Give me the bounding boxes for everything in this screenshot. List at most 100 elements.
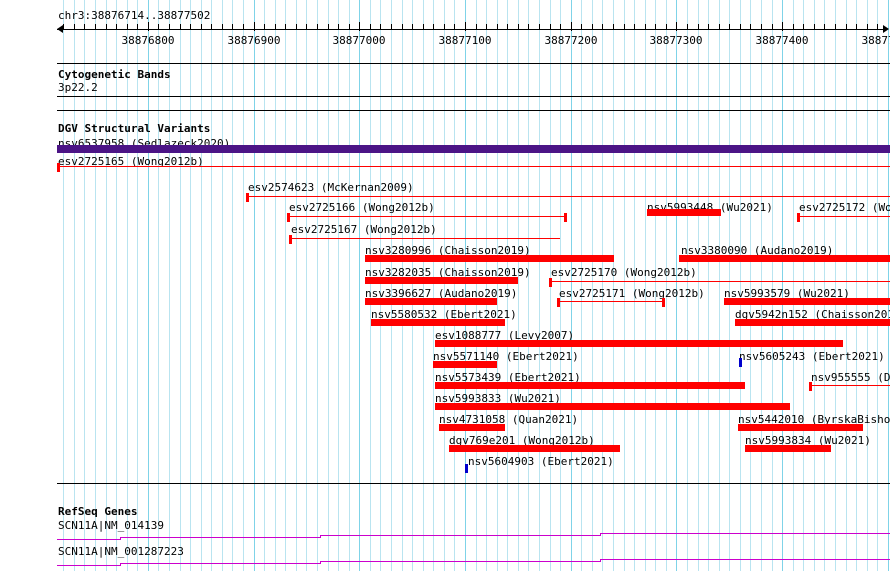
variant-label[interactable]: esv2574623 (McKernan2009)	[248, 181, 414, 194]
variant-label[interactable]: esv2725172 (Wong	[799, 201, 890, 214]
variant-label[interactable]: dgv769e201 (Wong2012b)	[449, 434, 595, 447]
variant-label[interactable]: nsv3396627 (Audano2019)	[365, 287, 518, 300]
variant-line-body	[246, 196, 890, 197]
ruler-tick	[180, 24, 181, 30]
variant-label[interactable]: nsv5993579 (Wu2021)	[724, 287, 850, 300]
variant-label[interactable]: esv1088777 (Levy2007)	[435, 329, 575, 342]
variant-line[interactable]	[557, 298, 665, 307]
variant-label[interactable]: nsv5993833 (Wu2021)	[435, 392, 561, 405]
ruler-tick	[560, 24, 561, 30]
ruler-tick	[402, 24, 403, 30]
gene-intron-line[interactable]	[320, 561, 440, 562]
variant-line[interactable]	[246, 193, 890, 202]
variant-bar[interactable]	[435, 340, 843, 347]
right-arrow-icon[interactable]	[883, 25, 889, 33]
variant-label[interactable]: dgv5942n152 (Chaisson2019)	[735, 308, 890, 321]
ruler-tick	[201, 24, 202, 30]
variant-bar[interactable]	[735, 319, 890, 326]
variant-line[interactable]	[57, 163, 890, 172]
variant-label[interactable]: nsv3380090 (Audano2019)	[681, 244, 834, 257]
variant-bar[interactable]	[739, 358, 742, 367]
ruler-tick-label: 38876800	[121, 34, 175, 47]
grid-line	[423, 0, 424, 571]
variant-line[interactable]	[287, 213, 567, 222]
variant-bar[interactable]	[57, 145, 890, 153]
variant-label[interactable]: esv2725166 (Wong2012b)	[289, 201, 435, 214]
ruler-tick	[412, 24, 413, 30]
variant-bar[interactable]	[435, 382, 745, 389]
variant-label[interactable]: esv2725167 (Wong2012b)	[291, 223, 437, 236]
variant-bar[interactable]	[365, 277, 518, 284]
variant-label[interactable]: nsv3282035 (Chaisson2019)	[365, 266, 531, 279]
gene-intron-line[interactable]	[200, 537, 320, 538]
variant-label[interactable]: nsv4731058 (Quan2021)	[439, 413, 579, 426]
gene-intron-line[interactable]	[57, 539, 120, 540]
variant-cap-right	[662, 298, 665, 307]
variant-line-body	[289, 238, 560, 239]
gene-label[interactable]: SCN11A|NM_014139	[58, 519, 164, 532]
variant-bar[interactable]	[435, 403, 790, 410]
variant-label[interactable]: nsv5571140 (Ebert2021)	[433, 350, 579, 363]
ruler-tick	[285, 24, 286, 30]
ruler-tick	[750, 24, 751, 30]
variant-bar[interactable]	[465, 464, 468, 473]
variant-label[interactable]: esv2725170 (Wong2012b)	[551, 266, 697, 279]
ruler-tick	[581, 24, 582, 30]
variant-cap-left	[557, 298, 560, 307]
grid-line	[211, 0, 212, 571]
ruler-tick	[169, 24, 170, 30]
variant-cap-left	[549, 278, 552, 287]
ruler-tick	[824, 24, 825, 30]
variant-line[interactable]	[797, 213, 890, 222]
variant-label[interactable]: esv2725165 (Wong2012b)	[58, 155, 204, 168]
variant-bar[interactable]	[365, 298, 497, 305]
gene-intron-line[interactable]	[200, 563, 320, 564]
variant-label[interactable]: nsv5573439 (Ebert2021)	[435, 371, 581, 384]
variant-bar[interactable]	[365, 255, 614, 262]
ruler-tick	[602, 24, 603, 30]
gene-intron-line[interactable]	[600, 559, 740, 560]
variant-label[interactable]: nsv3280996 (Chaisson2019)	[365, 244, 531, 257]
variant-line[interactable]	[809, 382, 890, 391]
variant-bar[interactable]	[647, 209, 721, 216]
variant-label[interactable]: nsv5993834 (Wu2021)	[745, 434, 871, 447]
variant-line[interactable]	[289, 235, 560, 244]
variant-bar[interactable]	[371, 319, 505, 326]
coordinate-ruler[interactable]: chr3:38876714..38877502 38876800 38876900…	[0, 0, 890, 52]
gene-label[interactable]: SCN11A|NM_001287223	[58, 545, 184, 558]
ruler-tick	[433, 24, 434, 30]
variant-label[interactable]: nsv955555 (Dog	[811, 371, 890, 384]
grid-line	[328, 0, 329, 571]
variant-label[interactable]: nsv5605243 (Ebert2021)	[739, 350, 885, 363]
ruler-tick	[645, 24, 646, 30]
gene-intron-line[interactable]	[440, 561, 600, 562]
grid-line	[444, 0, 445, 571]
grid-line	[180, 0, 181, 571]
variant-bar[interactable]	[738, 424, 863, 431]
left-arrow-icon[interactable]	[57, 25, 63, 33]
gene-intron-line[interactable]	[440, 535, 600, 536]
gene-intron-line[interactable]	[120, 563, 200, 564]
ruler-tick	[380, 24, 381, 30]
variant-label[interactable]: nsv5604903 (Ebert2021)	[468, 455, 614, 468]
gene-intron-line[interactable]	[57, 565, 120, 566]
variant-bar[interactable]	[679, 255, 890, 262]
ruler-tick	[338, 24, 339, 30]
variant-label[interactable]: nsv5442010 (ByrskaBishop2	[738, 413, 890, 426]
variant-bar[interactable]	[439, 424, 505, 431]
ruler-tick	[613, 24, 614, 30]
variant-bar[interactable]	[433, 361, 497, 368]
variant-bar[interactable]	[449, 445, 620, 452]
gene-intron-line[interactable]	[120, 537, 200, 538]
variant-label[interactable]: nsv5580532 (Ebert2021)	[371, 308, 517, 321]
variant-line[interactable]	[549, 278, 890, 287]
variant-label[interactable]: esv2725171 (Wong2012b)	[559, 287, 705, 300]
gene-intron-line[interactable]	[320, 535, 440, 536]
gene-intron-line[interactable]	[740, 533, 890, 534]
gene-intron-line[interactable]	[600, 533, 740, 534]
variant-bar[interactable]	[745, 445, 831, 452]
variant-cap-left	[797, 213, 800, 222]
gene-intron-line[interactable]	[740, 559, 890, 560]
variant-bar[interactable]	[724, 298, 890, 305]
grid-line	[380, 0, 381, 571]
